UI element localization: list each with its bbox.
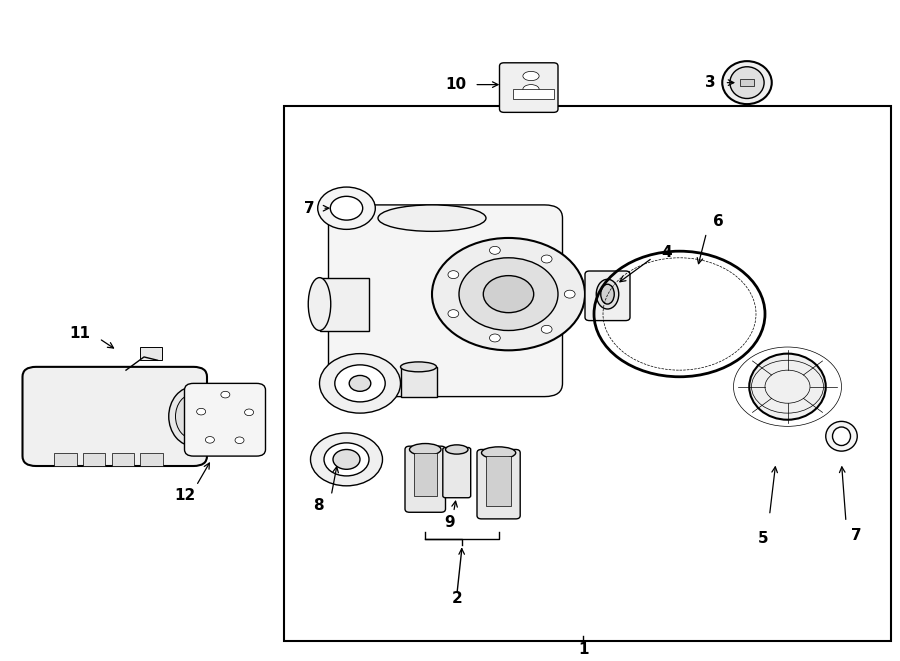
Bar <box>140 347 162 360</box>
Circle shape <box>196 408 205 415</box>
Bar <box>140 453 163 466</box>
Text: 1: 1 <box>578 642 589 656</box>
Text: 9: 9 <box>445 515 455 529</box>
Circle shape <box>564 290 575 298</box>
Circle shape <box>490 247 500 254</box>
Ellipse shape <box>446 445 468 454</box>
Bar <box>513 89 554 99</box>
Ellipse shape <box>730 67 764 98</box>
Ellipse shape <box>722 61 772 104</box>
FancyBboxPatch shape <box>328 205 562 397</box>
Ellipse shape <box>176 394 211 439</box>
Circle shape <box>490 334 500 342</box>
Ellipse shape <box>601 284 614 304</box>
Circle shape <box>205 436 214 443</box>
Circle shape <box>432 238 585 350</box>
Ellipse shape <box>410 444 441 455</box>
Ellipse shape <box>169 387 218 446</box>
Text: 5: 5 <box>758 531 769 546</box>
Circle shape <box>448 270 459 278</box>
Ellipse shape <box>482 447 516 459</box>
Ellipse shape <box>378 205 486 231</box>
Ellipse shape <box>308 278 331 330</box>
Bar <box>284 106 891 641</box>
Circle shape <box>448 310 459 318</box>
Circle shape <box>330 196 363 220</box>
Bar <box>194 421 220 433</box>
Bar <box>320 278 369 330</box>
Circle shape <box>245 409 254 416</box>
FancyBboxPatch shape <box>443 447 471 498</box>
Circle shape <box>220 391 230 398</box>
Bar <box>400 367 436 397</box>
Text: 2: 2 <box>452 591 463 605</box>
Ellipse shape <box>523 71 539 81</box>
Text: 3: 3 <box>705 75 716 90</box>
Bar <box>740 79 754 86</box>
Text: 4: 4 <box>662 245 672 260</box>
FancyBboxPatch shape <box>405 446 446 512</box>
Ellipse shape <box>523 85 539 94</box>
Ellipse shape <box>826 422 857 451</box>
Circle shape <box>541 325 552 333</box>
Circle shape <box>318 187 375 229</box>
Bar <box>83 453 105 466</box>
Circle shape <box>320 354 400 413</box>
Circle shape <box>335 365 385 402</box>
Text: 12: 12 <box>174 488 195 503</box>
Ellipse shape <box>749 354 826 420</box>
FancyBboxPatch shape <box>477 449 520 519</box>
Bar <box>54 453 76 466</box>
Circle shape <box>333 449 360 469</box>
FancyBboxPatch shape <box>585 271 630 321</box>
Circle shape <box>483 276 534 313</box>
Circle shape <box>310 433 382 486</box>
Text: 6: 6 <box>713 214 724 229</box>
FancyBboxPatch shape <box>22 367 207 466</box>
FancyBboxPatch shape <box>184 383 266 456</box>
Bar <box>414 453 436 496</box>
Ellipse shape <box>596 279 619 309</box>
Circle shape <box>235 437 244 444</box>
Circle shape <box>349 375 371 391</box>
Bar <box>112 453 134 466</box>
Bar <box>486 456 511 506</box>
Text: 10: 10 <box>446 77 466 92</box>
Text: 11: 11 <box>69 327 90 341</box>
Ellipse shape <box>400 362 436 371</box>
Text: 8: 8 <box>313 498 324 513</box>
FancyBboxPatch shape <box>500 63 558 112</box>
Text: 7: 7 <box>850 528 861 543</box>
Ellipse shape <box>832 427 850 446</box>
Circle shape <box>541 255 552 263</box>
Circle shape <box>459 258 558 330</box>
Text: 7: 7 <box>304 201 315 215</box>
Circle shape <box>324 443 369 476</box>
